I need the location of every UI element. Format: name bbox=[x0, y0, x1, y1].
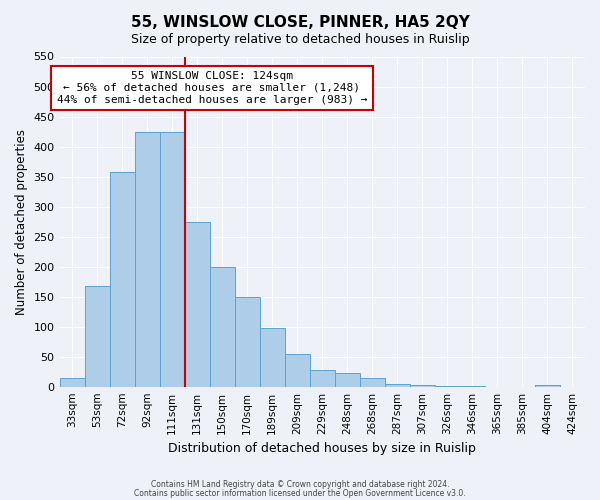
Text: Contains public sector information licensed under the Open Government Licence v3: Contains public sector information licen… bbox=[134, 489, 466, 498]
Bar bbox=[134, 132, 160, 386]
Text: Size of property relative to detached houses in Ruislip: Size of property relative to detached ho… bbox=[131, 32, 469, 46]
Bar bbox=[385, 384, 410, 386]
Bar bbox=[110, 172, 134, 386]
Text: 55, WINSLOW CLOSE, PINNER, HA5 2QY: 55, WINSLOW CLOSE, PINNER, HA5 2QY bbox=[131, 15, 469, 30]
Bar bbox=[59, 378, 85, 386]
Bar bbox=[160, 132, 185, 386]
Bar bbox=[185, 222, 209, 386]
Bar bbox=[310, 370, 335, 386]
X-axis label: Distribution of detached houses by size in Ruislip: Distribution of detached houses by size … bbox=[169, 442, 476, 455]
Text: 55 WINSLOW CLOSE: 124sqm
← 56% of detached houses are smaller (1,248)
44% of sem: 55 WINSLOW CLOSE: 124sqm ← 56% of detach… bbox=[56, 72, 367, 104]
Bar bbox=[535, 385, 560, 386]
Y-axis label: Number of detached properties: Number of detached properties bbox=[15, 128, 28, 314]
Bar bbox=[235, 296, 260, 386]
Bar bbox=[410, 385, 435, 386]
Bar bbox=[260, 328, 285, 386]
Bar bbox=[335, 374, 360, 386]
Bar bbox=[360, 378, 385, 386]
Bar bbox=[209, 266, 235, 386]
Text: Contains HM Land Registry data © Crown copyright and database right 2024.: Contains HM Land Registry data © Crown c… bbox=[151, 480, 449, 489]
Bar bbox=[85, 286, 110, 386]
Bar bbox=[285, 354, 310, 386]
